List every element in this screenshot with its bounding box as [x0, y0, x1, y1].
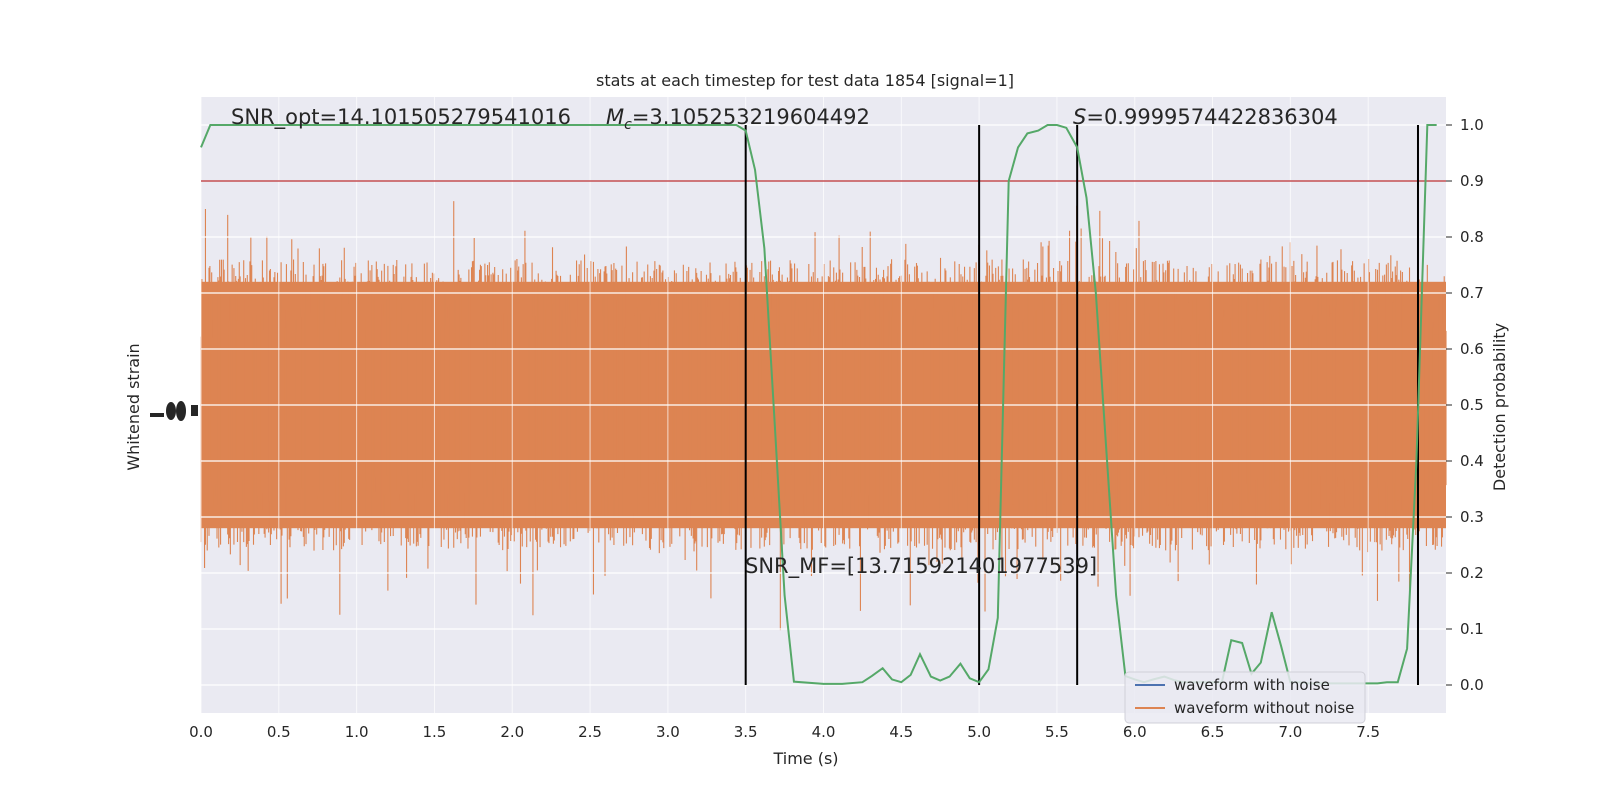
x-tick-label: 5.0 [967, 723, 991, 741]
annotation-snr-mf: SNR_MF=[13.715921401977539] [745, 554, 1097, 579]
y-right-tick-label: 0.3 [1460, 508, 1484, 526]
x-tick-label: 1.0 [345, 723, 369, 741]
y-right-tick-label: 0.4 [1460, 452, 1484, 470]
left-tick-cluster-icon [150, 401, 198, 421]
x-tick-label: 7.0 [1278, 723, 1302, 741]
x-tick-label: 3.5 [734, 723, 758, 741]
annotation-chirp-mass: Mc=3.105253219604492 [606, 105, 870, 133]
x-tick-label: 4.5 [889, 723, 913, 741]
y-right-tick-label: 0.2 [1460, 564, 1484, 582]
legend-box [1124, 671, 1366, 724]
y-right-tick-label: 0.8 [1460, 228, 1484, 246]
x-tick-label: 0.5 [267, 723, 291, 741]
y-right-tick-label: 0.5 [1460, 396, 1484, 414]
annotation-snr-opt: SNR_opt=14.101505279541016 [231, 105, 571, 130]
y-right-tick-label: 0.9 [1460, 172, 1484, 190]
x-tick-label: 0.0 [189, 723, 213, 741]
x-tick-label: 4.0 [812, 723, 836, 741]
legend: waveform with noise waveform without noi… [1124, 671, 1366, 724]
x-tick-label: 6.0 [1123, 723, 1147, 741]
annotation-s-value: S=0.9999574422836304 [1073, 105, 1338, 129]
x-tick-label: 7.5 [1356, 723, 1380, 741]
y-right-tick-label: 0.0 [1460, 676, 1484, 694]
x-tick-label: 1.5 [423, 723, 447, 741]
y-axis-left-label: Whitened strain [124, 343, 143, 470]
y-right-tick-label: 0.6 [1460, 340, 1484, 358]
legend-label-clean: waveform without noise [1174, 699, 1354, 717]
legend-label-noise: waveform with noise [1174, 676, 1330, 694]
x-tick-label: 3.0 [656, 723, 680, 741]
y-right-tick-label: 0.1 [1460, 620, 1484, 638]
y-axis-right-label: Detection probability [1490, 323, 1509, 491]
y-right-tick-label: 0.7 [1460, 284, 1484, 302]
x-tick-label: 2.0 [500, 723, 524, 741]
chart-title: stats at each timestep for test data 185… [596, 71, 1014, 90]
x-axis-label: Time (s) [772, 749, 838, 768]
x-tick-label: 6.5 [1201, 723, 1225, 741]
x-tick-label: 5.5 [1045, 723, 1069, 741]
x-tick-label: 2.5 [578, 723, 602, 741]
y-right-tick-label: 1.0 [1460, 116, 1484, 134]
